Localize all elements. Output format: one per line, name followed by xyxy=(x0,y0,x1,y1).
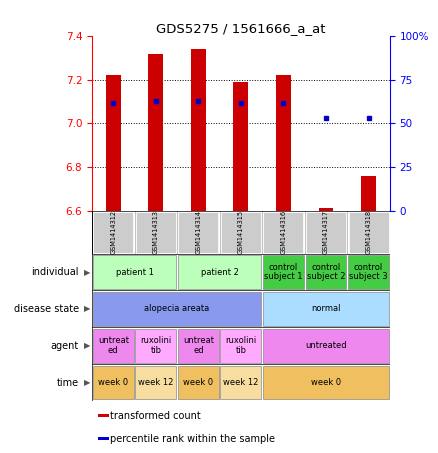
Text: untreat
ed: untreat ed xyxy=(183,336,214,355)
Text: disease state: disease state xyxy=(14,304,79,314)
Text: GSM1414313: GSM1414313 xyxy=(153,210,159,254)
Text: control
subject 2: control subject 2 xyxy=(307,263,345,281)
Bar xyxy=(361,176,376,211)
Text: ruxolini
tib: ruxolini tib xyxy=(225,336,257,355)
Text: alopecia areata: alopecia areata xyxy=(145,304,210,313)
Bar xyxy=(263,329,389,362)
Text: untreat
ed: untreat ed xyxy=(98,336,129,355)
Bar xyxy=(178,329,219,362)
Text: patient 2: patient 2 xyxy=(201,268,239,277)
Text: control
subject 3: control subject 3 xyxy=(349,263,388,281)
Bar xyxy=(136,212,176,253)
Bar xyxy=(178,366,219,400)
Bar xyxy=(98,437,109,440)
Bar xyxy=(93,255,176,289)
Text: week 0: week 0 xyxy=(311,378,341,387)
Bar xyxy=(135,329,176,362)
Text: time: time xyxy=(57,377,79,387)
Text: GSM1414315: GSM1414315 xyxy=(238,210,244,254)
Text: transformed count: transformed count xyxy=(110,411,201,421)
Text: GSM1414317: GSM1414317 xyxy=(323,210,329,254)
Text: agent: agent xyxy=(51,341,79,351)
Text: control
subject 1: control subject 1 xyxy=(264,263,303,281)
Bar xyxy=(220,329,261,362)
Text: ▶: ▶ xyxy=(84,268,90,277)
Text: GSM1414318: GSM1414318 xyxy=(366,210,371,254)
Bar xyxy=(93,329,134,362)
Text: GSM1414316: GSM1414316 xyxy=(280,210,286,254)
Text: percentile rank within the sample: percentile rank within the sample xyxy=(110,434,276,443)
Text: GSM1414314: GSM1414314 xyxy=(195,210,201,254)
Bar xyxy=(306,212,346,253)
Bar xyxy=(306,255,346,289)
Bar xyxy=(93,292,261,326)
Text: week 0: week 0 xyxy=(183,378,213,387)
Text: GSM1414312: GSM1414312 xyxy=(110,210,116,254)
Bar xyxy=(106,76,121,211)
Bar xyxy=(98,414,109,417)
Text: week 12: week 12 xyxy=(223,378,258,387)
Bar xyxy=(148,54,163,211)
Bar xyxy=(263,255,304,289)
Text: ▶: ▶ xyxy=(84,304,90,313)
Text: ▶: ▶ xyxy=(84,341,90,350)
Text: ▶: ▶ xyxy=(84,378,90,387)
Title: GDS5275 / 1561666_a_at: GDS5275 / 1561666_a_at xyxy=(156,22,325,35)
Bar xyxy=(221,212,261,253)
Bar xyxy=(348,255,389,289)
Text: normal: normal xyxy=(311,304,341,313)
Bar xyxy=(191,49,206,211)
Bar xyxy=(220,366,261,400)
Bar xyxy=(178,255,261,289)
Bar xyxy=(318,208,333,211)
Bar xyxy=(263,292,389,326)
Text: patient 1: patient 1 xyxy=(116,268,153,277)
Bar xyxy=(349,212,389,253)
Bar xyxy=(93,366,134,400)
Bar xyxy=(93,212,133,253)
Bar xyxy=(276,76,291,211)
Bar xyxy=(263,366,389,400)
Text: week 12: week 12 xyxy=(138,378,173,387)
Text: individual: individual xyxy=(32,267,79,277)
Bar xyxy=(178,212,219,253)
Text: week 0: week 0 xyxy=(98,378,128,387)
Text: ruxolini
tib: ruxolini tib xyxy=(140,336,171,355)
Text: untreated: untreated xyxy=(305,341,347,350)
Bar xyxy=(263,212,304,253)
Bar xyxy=(135,366,176,400)
Bar xyxy=(233,82,248,211)
